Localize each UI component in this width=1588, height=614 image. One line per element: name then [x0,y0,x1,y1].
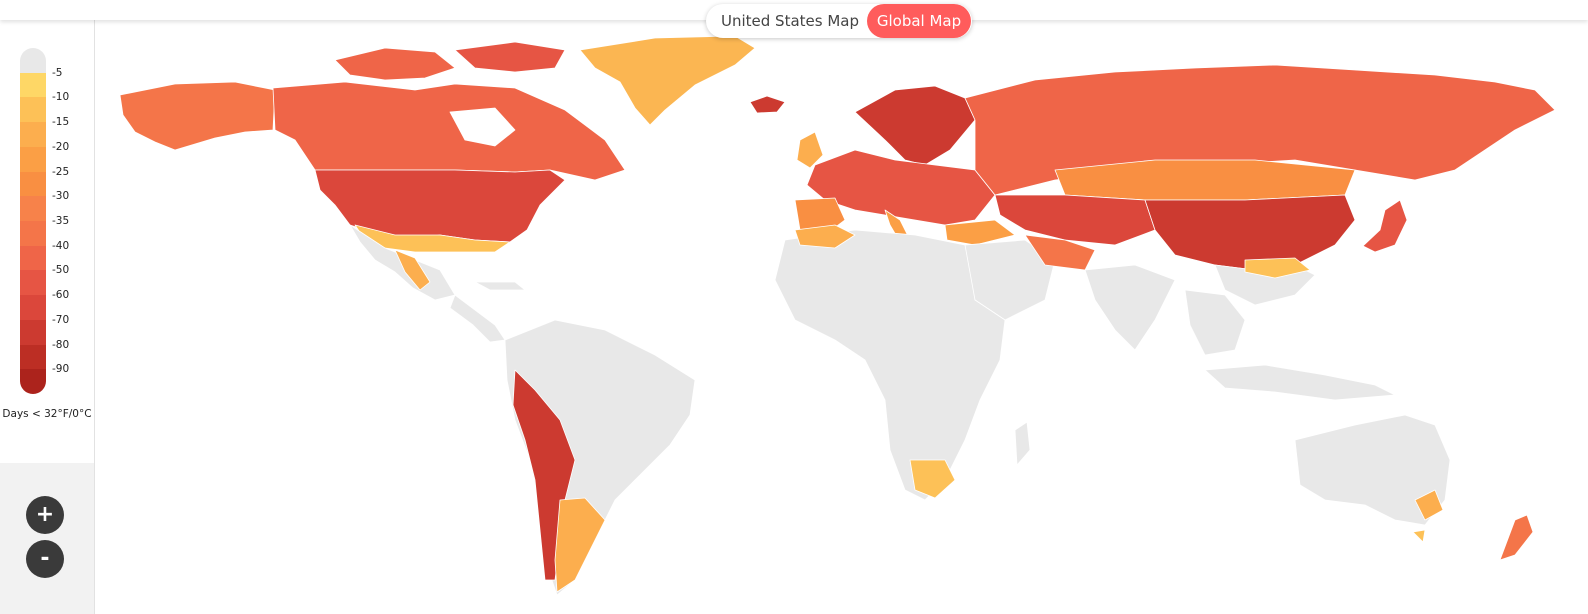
legend-tick-spacer [52,369,92,394]
region-australia-se [1414,489,1444,521]
zoom-in-button[interactable]: + [26,496,64,534]
legend-tick-label: -20 [52,122,92,153]
legend-tick-text: -80 [52,338,70,351]
legend-color-segment [20,97,46,123]
region-russia [964,64,1556,196]
legend-tick-label: -30 [52,172,92,202]
legend-color-segment [20,122,46,147]
region-canada-arctic-2 [454,41,566,73]
legend-tick-label: -80 [52,320,92,351]
region-mexico-highlands [394,249,431,291]
region-central-america [449,294,506,343]
legend-tick-label: -5 [52,48,92,79]
region-central-asia [994,194,1156,246]
legend-color-segment [20,48,46,73]
legend-color-segment [20,245,46,271]
legend-tick-label: -40 [52,221,92,252]
region-greenland [579,35,756,126]
legend-color-segment [20,270,46,296]
legend-tick-label: -60 [52,270,92,301]
region-patagonia [554,497,606,593]
region-morocco [794,224,856,249]
united-states-map-tab[interactable]: United States Map [721,12,859,30]
region-indonesia [1204,364,1396,401]
region-china-edge [1244,257,1311,279]
region-iceland [749,95,786,114]
region-new-zealand [1499,514,1534,561]
legend-tick-text: -15 [52,116,70,129]
global-map-tab[interactable]: Global Map [867,4,971,38]
region-cuba [474,281,526,291]
region-india [1084,264,1176,351]
legend-tick-text: -5 [52,66,63,79]
legend-tick-label: -10 [52,73,92,103]
region-turkey [944,219,1016,246]
legend-tick-label: -50 [52,246,92,276]
legend-color-segment [20,344,46,370]
sidebar: -5 -10 -15 -20 -25 -30 -35 -40 -50 -60 -70 -80 -90 D… [0,20,95,614]
legend-tick-text: -50 [52,264,70,277]
region-madagascar [1014,421,1031,466]
legend: -5 -10 -15 -20 -25 -30 -35 -40 -50 -60 -70 -80 -90 D… [0,20,94,463]
legend-color-segment [20,319,46,345]
legend-tick-label: -70 [52,295,92,326]
legend-tick-text: -30 [52,190,70,203]
legend-tick-label: -90 [52,345,92,375]
legend-tick-text: -90 [52,363,70,376]
region-tasmania [1412,529,1426,543]
region-usa [314,169,566,243]
legend-color-segment [20,221,46,246]
zoom-out-button[interactable]: - [26,540,64,578]
legend-tick-text: -60 [52,289,70,302]
legend-tick-text: -25 [52,165,70,178]
legend-tick-text: -40 [52,239,70,252]
map-toggle: United States Map Global Map [706,4,972,38]
region-south-africa [909,459,956,499]
region-china [1144,194,1356,271]
region-canada [272,81,626,181]
legend-color-segment [20,171,46,197]
legend-title: Days < 32°F/0°C [2,408,92,420]
region-se-asia [1184,289,1246,356]
region-siberia-south [1054,159,1356,201]
legend-tick-label: -25 [52,147,92,178]
region-canada-arctic [334,47,456,81]
legend-tick-text: -70 [52,313,70,326]
legend-color-segment [20,369,46,394]
region-alaska [119,81,276,151]
region-scandinavia [854,85,976,166]
legend-tick-label: -35 [52,196,92,227]
legend-tick-text: -10 [52,91,70,104]
legend-color-scale [20,48,46,394]
legend-color-segment [20,72,46,98]
region-hudson-bay [449,107,516,147]
legend-tick-label: -15 [52,97,92,128]
legend-ticks: -5 -10 -15 -20 -25 -30 -35 -40 -50 -60 -70 -80 -90 [52,48,92,394]
legend-color-segment [20,146,46,172]
region-uk [796,131,824,169]
legend-tick-text: -35 [52,215,70,228]
world-map[interactable] [95,20,1588,614]
region-iran [1024,234,1096,271]
region-japan [1362,199,1408,253]
legend-color-segment [20,295,46,320]
legend-tick-text: -20 [52,140,70,153]
legend-color-segment [20,196,46,222]
